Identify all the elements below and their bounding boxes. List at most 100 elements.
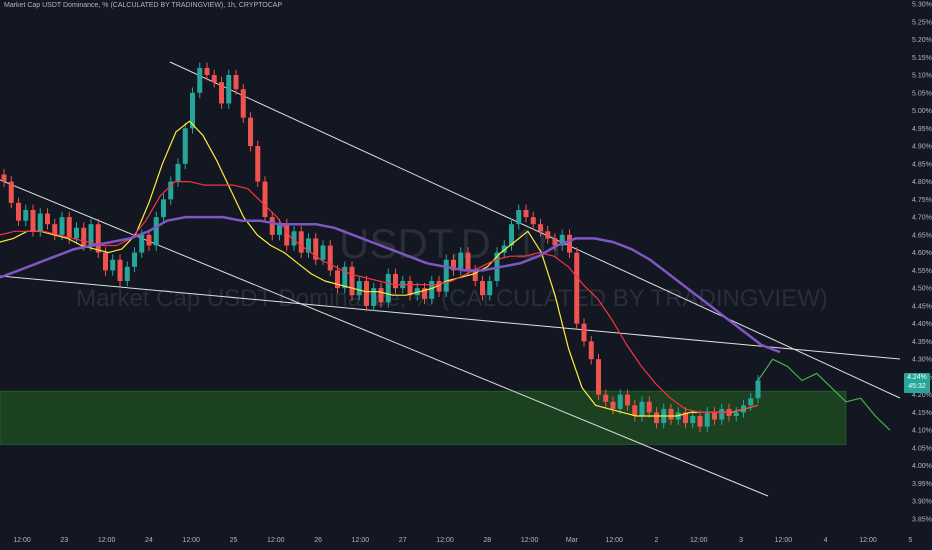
candle-body [501, 245, 507, 253]
candle-body [16, 202, 21, 221]
candle-body [509, 224, 514, 246]
candle-body [610, 401, 616, 409]
y-tick-label: 5.10% [912, 73, 932, 80]
lower-channel-line [0, 179, 769, 497]
candle-body [530, 217, 536, 225]
candle-body [581, 323, 587, 342]
candle-body [429, 281, 435, 299]
y-tick-label: 5.25% [912, 19, 932, 26]
upper-channel-line [169, 61, 901, 399]
x-tick-label: 27 [399, 537, 407, 544]
x-tick-label: 12:00 [521, 537, 539, 544]
candle-body [110, 259, 116, 271]
candle-body [240, 89, 246, 118]
candle-body [284, 224, 290, 246]
candle-body [472, 270, 478, 282]
candle-body [139, 234, 145, 253]
candle-body [443, 259, 449, 292]
candle-body [712, 412, 717, 420]
x-tick-label: 12:00 [13, 537, 31, 544]
candle-body [646, 401, 652, 413]
x-tick-label: 28 [483, 537, 491, 544]
candle-body [255, 146, 261, 182]
candle-body [538, 224, 543, 232]
y-tick-label: 4.60% [912, 250, 932, 257]
candle-body [436, 281, 442, 292]
candle-body [204, 67, 210, 76]
x-tick-label: 24 [145, 537, 153, 544]
candle-body [545, 231, 551, 239]
last-price-value: 4.24% [907, 374, 927, 381]
y-tick-label: 5.15% [912, 55, 932, 62]
y-tick-label: 4.00% [912, 463, 932, 470]
horizontal-resistance-line [0, 275, 901, 360]
candles [1, 62, 761, 432]
projection-line [757, 358, 891, 431]
candle-body [356, 281, 362, 296]
candle-body [487, 281, 493, 296]
candle-body [407, 281, 413, 296]
candle-body [516, 210, 522, 225]
candle-body [226, 75, 232, 104]
y-tick-label: 4.85% [912, 161, 932, 168]
candle-body [313, 238, 319, 260]
candle-body [74, 227, 79, 239]
candle-body [59, 217, 65, 235]
candle-body [124, 266, 130, 282]
candle-body [182, 128, 188, 164]
candle-body [233, 75, 239, 90]
y-tick-label: 3.90% [912, 499, 932, 506]
candle-body [617, 394, 623, 409]
price-axis[interactable]: 5.30% 5.25% 5.20% 5.15% 5.10% 5.05% 5.00% 4.95%… [912, 2, 932, 524]
candle-body [146, 234, 152, 246]
candle-body [37, 213, 43, 232]
candle-body [132, 252, 137, 267]
candle-body [668, 408, 674, 420]
candle-body [190, 92, 195, 129]
y-tick-label: 4.20% [912, 392, 932, 399]
y-tick-label: 4.95% [912, 126, 932, 133]
candle-body [559, 234, 565, 246]
candle-body [603, 394, 609, 402]
x-tick-label: 23 [60, 537, 68, 544]
candle-body [733, 412, 739, 416]
y-tick-label: 5.20% [912, 37, 932, 44]
y-tick-label: 4.10% [912, 428, 932, 435]
candle-body [596, 359, 601, 395]
x-tick-label: 3 [739, 537, 743, 544]
y-tick-label: 4.30% [912, 357, 932, 364]
y-tick-label: 5.30% [912, 2, 932, 9]
chart-title: Market Cap USDT Dominance, % (CALCULATED… [4, 2, 283, 9]
y-tick-label: 4.40% [912, 321, 932, 328]
candle-body [654, 412, 659, 424]
candle-body [719, 408, 725, 420]
x-tick-label: 26 [314, 537, 322, 544]
candle-body [683, 412, 688, 424]
last-price-label: 4.24% 45:32 [904, 373, 930, 393]
bar-countdown: 45:32 [908, 383, 926, 390]
candle-body [458, 252, 464, 271]
candle-body [168, 181, 174, 200]
watermark-description: Market Cap USDT Dominance, % (CALCULATED… [76, 285, 828, 312]
candle-body [298, 231, 304, 253]
y-tick-label: 4.55% [912, 268, 932, 275]
x-tick-label: 2 [655, 537, 659, 544]
candle-body [690, 416, 696, 424]
candle-body [52, 224, 58, 235]
candle-body [23, 210, 29, 221]
y-tick-label: 4.90% [912, 144, 932, 151]
time-axis[interactable]: 12:00 23 12:00 24 12:00 25 12:00 26 12:00 27 12:00… [13, 537, 912, 544]
x-tick-label: 12:00 [352, 537, 370, 544]
candle-body [30, 210, 36, 232]
x-tick-label: 12:00 [775, 537, 793, 544]
y-tick-label: 3.85% [912, 517, 932, 524]
x-tick-label: 12:00 [436, 537, 454, 544]
candle-body [248, 117, 253, 147]
candle-body [755, 380, 761, 399]
candle-body [277, 224, 282, 235]
y-tick-label: 4.50% [912, 286, 932, 293]
candle-body [269, 217, 275, 235]
y-tick-label: 4.45% [912, 303, 932, 310]
candle-body [465, 252, 471, 271]
